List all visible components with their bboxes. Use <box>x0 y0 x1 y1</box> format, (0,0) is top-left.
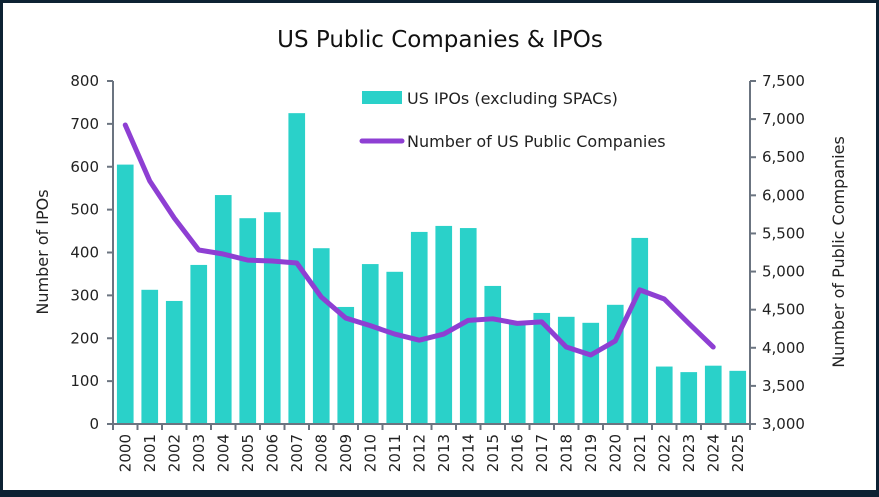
y-right-tick-label: 7,000 <box>762 110 805 128</box>
y-right-tick-label: 6,000 <box>762 186 805 204</box>
x-tick-label: 2017 <box>533 434 551 472</box>
bar-2007 <box>288 113 306 424</box>
bar-2014 <box>459 228 477 424</box>
x-tick-label: 2002 <box>165 434 183 472</box>
bar-2021 <box>631 237 649 424</box>
x-tick-label: 2015 <box>484 434 502 472</box>
y-axis-label: Number of IPOs <box>33 189 52 314</box>
bar-2015 <box>484 285 502 424</box>
bar-2008 <box>312 248 330 424</box>
y-right-tick-label: 7,500 <box>762 72 805 90</box>
x-tick-label: 2010 <box>361 434 379 472</box>
bar-2010 <box>361 264 379 424</box>
chart-title: US Public Companies & IPOs <box>277 27 603 53</box>
y-tick-label: 600 <box>70 158 99 176</box>
bar-2006 <box>263 212 281 424</box>
y-right-tick-label: 6,500 <box>762 148 805 166</box>
y-right-tick-label: 5,500 <box>762 224 805 242</box>
x-tick-label: 2014 <box>459 434 477 472</box>
bar-2017 <box>533 312 551 424</box>
bar-2019 <box>582 322 600 424</box>
x-tick-label: 2020 <box>606 434 624 472</box>
x-tick-label: 2023 <box>680 434 698 472</box>
bar-2000 <box>116 164 134 424</box>
x-tick-label: 2018 <box>557 434 575 472</box>
x-tick-label: 2011 <box>386 434 404 472</box>
line-series <box>122 122 716 358</box>
bar-2016 <box>508 323 526 424</box>
y-tick-label: 800 <box>70 72 99 90</box>
bar-2002 <box>165 300 183 424</box>
x-tick-label: 2021 <box>631 434 649 472</box>
x-tick-label: 2003 <box>190 434 208 472</box>
bar-2013 <box>435 225 453 424</box>
legend-swatch-bar <box>362 91 402 104</box>
y-tick-label: 700 <box>70 115 99 133</box>
x-tick-label: 2019 <box>582 434 600 472</box>
bar-2024 <box>704 365 722 424</box>
x-tick-label: 2004 <box>214 434 232 472</box>
x-tick-label: 2012 <box>410 434 428 472</box>
x-tick-label: 2024 <box>704 434 722 472</box>
y-right-tick-label: 3,500 <box>762 377 805 395</box>
bar-2012 <box>410 231 428 424</box>
x-tick-label: 2013 <box>435 434 453 472</box>
y-tick-label: 400 <box>70 244 99 262</box>
bar-series <box>116 113 747 424</box>
legend-label-line: Number of US Public Companies <box>407 132 666 151</box>
x-tick-label: 2016 <box>508 434 526 472</box>
y-right-tick-label: 5,000 <box>762 263 805 281</box>
bar-2018 <box>557 316 575 424</box>
y-tick-label: 300 <box>70 286 99 304</box>
legend: US IPOs (excluding SPACs) Number of US P… <box>359 89 666 151</box>
y-tick-label: 500 <box>70 201 99 219</box>
x-tick-label: 2025 <box>729 434 747 472</box>
axes: 0 100 200 300 400 500 600 700 800 3,000 3,500 4,000… <box>70 72 805 472</box>
y-tick-label: 0 <box>89 415 99 433</box>
y-right-tick-label: 4,000 <box>762 339 805 357</box>
y-right-tick-label: 4,500 <box>762 301 805 319</box>
x-tick-label: 2006 <box>263 434 281 472</box>
legend-label-bar: US IPOs (excluding SPACs) <box>407 89 618 108</box>
x-tick-label: 2008 <box>312 434 330 472</box>
bar-2025 <box>729 370 747 424</box>
x-tick-label: 2000 <box>116 434 134 472</box>
x-tick-label: 2005 <box>239 434 257 472</box>
bar-2020 <box>606 304 624 424</box>
y-axis-right-label: Number of Public Companies <box>829 136 848 368</box>
x-tick-label: 2001 <box>141 434 159 472</box>
bar-2022 <box>655 366 673 424</box>
bar-2009 <box>337 306 355 424</box>
y-tick-label: 200 <box>70 329 99 347</box>
x-tick-label: 2022 <box>655 434 673 472</box>
bar-2023 <box>680 372 698 424</box>
bar-2011 <box>386 271 404 424</box>
bar-2001 <box>141 289 159 424</box>
bar-2004 <box>214 195 232 424</box>
y-right-tick-label: 3,000 <box>762 415 805 433</box>
bar-2003 <box>190 264 208 424</box>
x-tick-label: 2009 <box>337 434 355 472</box>
x-tick-label: 2007 <box>288 434 306 472</box>
bar-2005 <box>239 218 257 424</box>
y-tick-label: 100 <box>70 372 99 390</box>
